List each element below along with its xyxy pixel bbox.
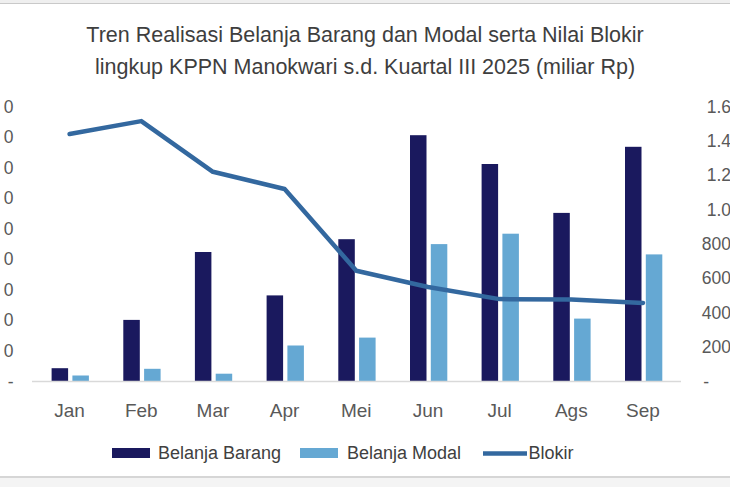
right-axis-tick-label: 200 [702,337,730,357]
bar-belanja-modal-sep [646,254,663,381]
left-axis-tick-label: - [8,372,14,392]
left-axis-tick-label: 0 [4,158,14,178]
bar-belanja-barang-apr [267,295,284,381]
combo-chart: Tren Realisasi Belanja Barang dan Modal … [0,0,730,487]
x-axis-label: Mei [341,400,372,421]
right-axis-tick-label: - [703,372,709,392]
bar-belanja-modal-mar [216,374,233,382]
left-axis-tick-label: 0 [4,188,14,208]
left-axis-tick-label: 0 [4,310,14,330]
left-axis-tick-label: 0 [4,97,14,117]
bar-belanja-modal-ags [574,319,591,382]
left-axis-tick-label: 0 [4,280,14,300]
left-axis-tick-label: 0 [4,127,14,147]
bar-belanja-modal-jul [502,234,519,382]
chart-title-line-1: Tren Realisasi Belanja Barang dan Modal … [86,23,643,47]
right-axis-tick-label: 1.4 [707,131,730,151]
legend-label-blokir: Blokir [529,443,574,463]
x-axis-label: Sep [626,400,660,421]
legend-label-belanja-modal: Belanja Modal [347,443,461,463]
plot-area: 0 0 0 0 0 0 0 0 0 - 1.6 1.4 1.2 1.0 800 600 400 200 - Jan Fe… [4,97,730,422]
right-axis-tick-label: 1.0 [707,200,730,220]
right-axis-tick-label: 400 [702,303,730,323]
bar-belanja-modal-jun [431,244,448,382]
right-axis-tick-label: 1.2 [707,165,730,185]
right-axis-tick-label: 600 [702,268,730,288]
left-axis-tick-label: 0 [4,249,14,269]
right-axis-tick-label: 1.6 [707,97,730,117]
x-axis-label: Feb [125,400,158,421]
bar-belanja-barang-sep [625,147,642,382]
bar-belanja-modal-feb [144,369,161,382]
chart-legend: Belanja Barang Belanja Modal Blokir [112,443,574,463]
bar-belanja-barang-jul [482,164,499,382]
x-axis-label: Mar [197,400,230,421]
left-axis-tick-label: 0 [4,219,14,239]
page-margin-bottom [0,478,730,487]
x-axis-label: Apr [270,400,300,421]
left-axis-tick-label: 0 [4,341,14,361]
x-axis-label: Jul [487,400,511,421]
legend-swatch-belanja-barang [112,448,150,458]
bar-belanja-barang-feb [123,320,140,382]
x-axis-label: Jan [54,400,85,421]
bar-belanja-modal-mei [359,338,376,382]
legend-label-belanja-barang: Belanja Barang [158,443,281,463]
right-axis-tick-label: 800 [702,234,730,254]
chart-title-line-2: lingkup KPPN Manokwari s.d. Kuartal III … [95,55,635,79]
bar-belanja-barang-jan [52,368,69,381]
legend-swatch-belanja-modal [300,448,338,458]
x-axis-label: Jun [413,400,444,421]
bar-belanja-modal-jan [72,376,89,382]
bar-belanja-modal-apr [287,346,304,382]
bar-belanja-barang-jun [410,135,427,381]
bar-belanja-barang-mar [195,252,212,382]
x-axis-label: Ags [555,400,588,421]
